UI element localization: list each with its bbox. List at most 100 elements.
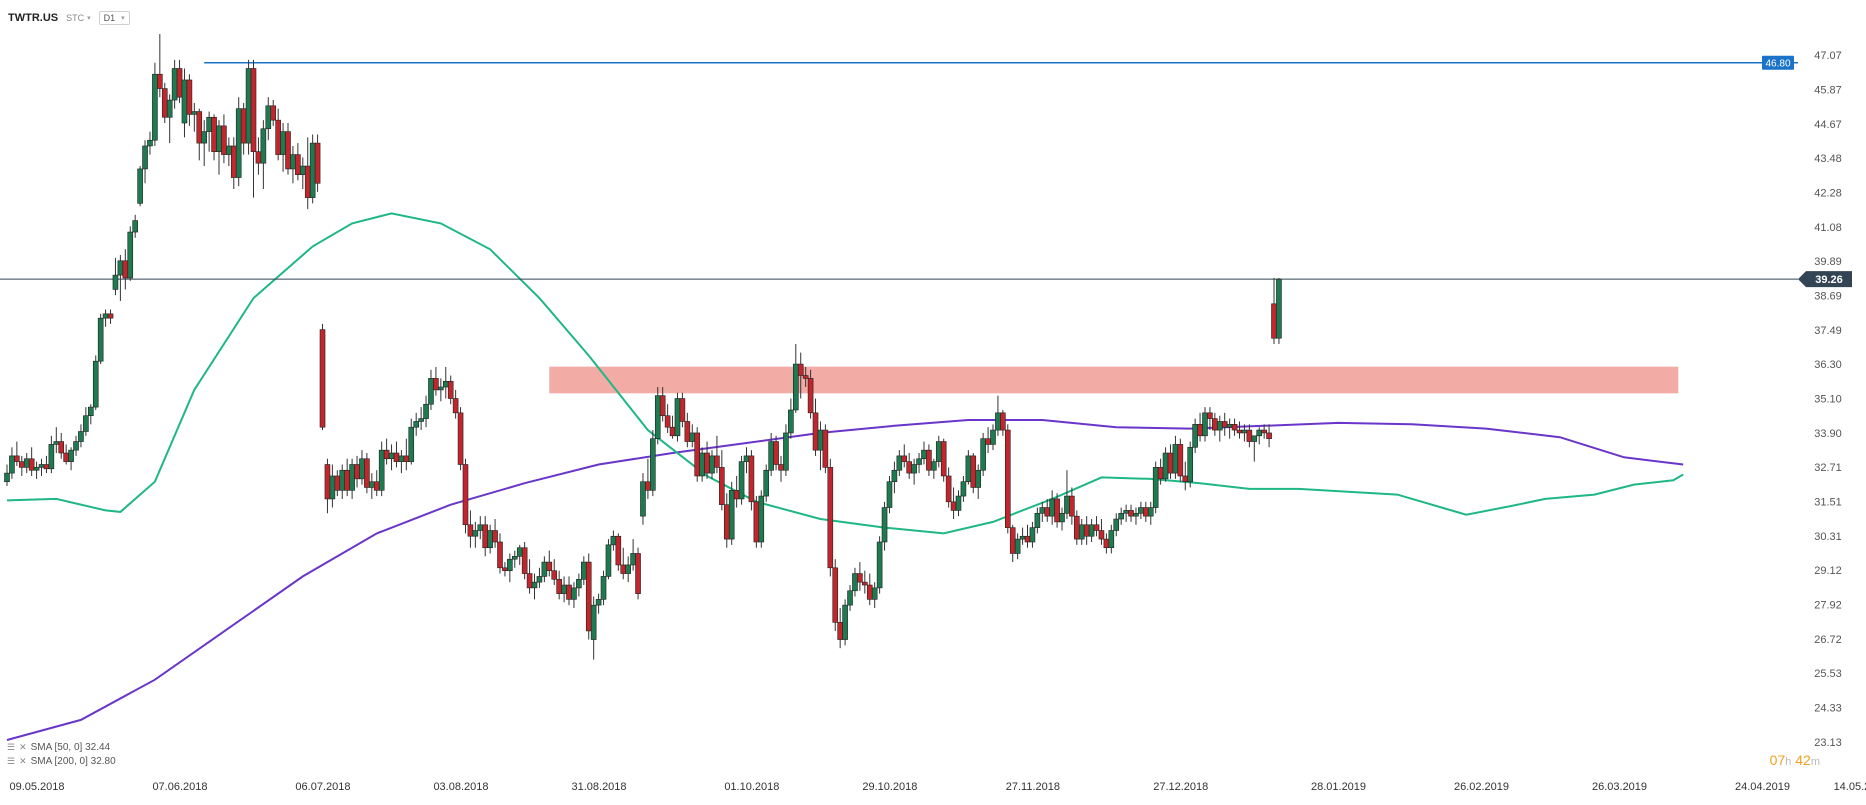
candle-body xyxy=(635,553,641,594)
candle xyxy=(97,313,104,365)
candle-body xyxy=(728,490,735,540)
candle-body xyxy=(462,464,469,526)
candle-body xyxy=(349,464,355,491)
candle xyxy=(398,450,405,474)
candle-body xyxy=(862,581,868,586)
settings-icon[interactable]: ☰ xyxy=(7,756,16,766)
interval-select[interactable]: D1 ▾ xyxy=(98,11,130,25)
candle xyxy=(176,59,183,103)
candle-body xyxy=(457,412,464,465)
candle-body xyxy=(926,449,932,471)
candle-body xyxy=(1212,418,1218,431)
candle-body xyxy=(551,570,558,580)
x-tick-label: 27.12.2018 xyxy=(1153,781,1208,793)
candle xyxy=(221,114,227,164)
candle-body xyxy=(487,530,493,549)
candle-body xyxy=(502,567,508,571)
candle xyxy=(1029,521,1036,548)
candle-body xyxy=(354,464,360,480)
candle xyxy=(891,461,898,494)
close-icon[interactable]: ✕ xyxy=(19,756,27,766)
candle-body xyxy=(270,105,277,121)
candle xyxy=(926,444,932,476)
candle-body xyxy=(1157,467,1164,480)
y-tick-label: 30.31 xyxy=(1814,531,1842,543)
mode-select[interactable]: STC ▾ xyxy=(66,13,91,23)
candle-body xyxy=(1261,429,1267,434)
candle-body xyxy=(73,441,79,451)
candle-body xyxy=(157,73,163,89)
candle-body xyxy=(600,576,607,600)
candle xyxy=(659,387,666,422)
indicator-legend-sma50[interactable]: ☰ ✕ SMA [50, 0] 32.44 xyxy=(7,742,110,753)
candle xyxy=(1039,501,1046,522)
candle-body xyxy=(438,386,444,391)
candle xyxy=(871,582,878,608)
candle xyxy=(773,435,779,471)
candle xyxy=(679,392,686,428)
candle xyxy=(216,120,222,175)
candle-body xyxy=(792,363,799,411)
candle xyxy=(541,556,548,583)
candle xyxy=(1078,519,1085,545)
candle-body xyxy=(955,495,962,511)
settings-icon[interactable]: ☰ xyxy=(7,742,16,752)
candle-body xyxy=(137,168,143,204)
candle xyxy=(857,562,863,591)
candle xyxy=(166,94,173,144)
candle-body xyxy=(1093,524,1100,531)
candle-body xyxy=(1059,512,1065,523)
candle-body xyxy=(97,317,104,362)
candle xyxy=(1207,407,1213,431)
candle-body xyxy=(1044,507,1051,517)
candle-body xyxy=(447,380,454,399)
candle-body xyxy=(1138,507,1144,514)
candle-body xyxy=(763,469,770,497)
candle-body xyxy=(585,561,592,632)
candle-body xyxy=(788,409,794,434)
candle-body xyxy=(650,438,656,491)
candle xyxy=(502,562,508,577)
candle xyxy=(689,424,696,448)
candle-body xyxy=(664,415,671,428)
candle xyxy=(250,59,257,198)
candle xyxy=(674,392,681,442)
candle xyxy=(630,539,636,571)
candle-body xyxy=(161,88,168,118)
candle-body xyxy=(339,469,346,491)
candle-body xyxy=(802,375,809,379)
candle xyxy=(78,424,84,448)
candle xyxy=(58,432,65,459)
candle-body xyxy=(630,553,636,566)
candle xyxy=(531,573,538,600)
candle-body xyxy=(975,469,982,488)
candle xyxy=(255,137,262,175)
candle-body xyxy=(699,452,705,477)
candle xyxy=(388,444,395,471)
candle xyxy=(1221,412,1228,436)
candle-body xyxy=(1123,510,1129,514)
candle-body xyxy=(891,469,898,483)
chevron-down-icon: ▾ xyxy=(121,15,125,22)
candle xyxy=(1162,447,1169,482)
symbol-label[interactable]: TWTR.US xyxy=(8,12,59,24)
candle xyxy=(521,541,528,580)
candle-body xyxy=(181,79,188,124)
candle-body xyxy=(541,561,548,577)
candle-body xyxy=(689,432,696,442)
close-icon[interactable]: ✕ xyxy=(19,742,27,752)
candle-body xyxy=(497,541,503,569)
candle-body xyxy=(847,590,853,606)
candle-body xyxy=(206,116,212,132)
candle-body xyxy=(546,561,553,571)
candle xyxy=(635,547,641,600)
candle-body xyxy=(53,441,60,445)
candle-body xyxy=(83,415,89,432)
candle xyxy=(654,387,661,445)
candle xyxy=(285,123,291,175)
candle-body xyxy=(704,452,710,474)
candle-body xyxy=(299,165,306,175)
indicator-legend-sma200[interactable]: ☰ ✕ SMA [200, 0] 32.80 xyxy=(7,756,116,767)
candle-body xyxy=(1143,507,1149,517)
